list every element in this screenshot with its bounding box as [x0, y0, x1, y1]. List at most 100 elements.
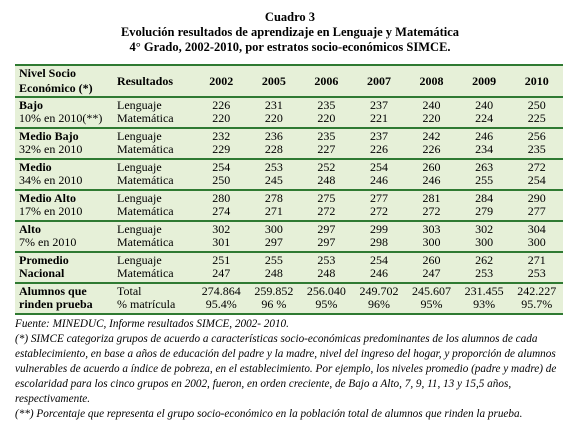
value-cell: 300	[422, 235, 441, 249]
value-cell: 220	[264, 111, 283, 125]
table-row: 32% en 2010 Matemática 229 228 227 226 226 234 2…	[15, 143, 563, 159]
value-cell: 95.4%	[205, 297, 237, 311]
table-row: Medio Bajo Lenguaje 232 236 235 237 242 246 256	[15, 128, 563, 143]
table-row: Nacional Matemática 247 248 248 246 247 253 253	[15, 267, 563, 283]
value-cell: 274	[212, 204, 231, 218]
group: Promedio Lenguaje 251 255 253 254 260 262 271 Nac…	[15, 252, 563, 283]
table-row: rinden prueba % matrícula 95.4% 96 % 95% 96% 9…	[15, 298, 563, 314]
value-cell: 226	[422, 142, 441, 156]
result-cell: Matemática	[117, 235, 174, 249]
value-cell: 95%	[420, 297, 443, 311]
group: Medio Bajo Lenguaje 232 236 235 237 242 246 256 3…	[15, 128, 563, 159]
group-label: 10% en 2010(**)	[19, 111, 103, 125]
value-cell: 226	[369, 142, 388, 156]
value-cell: 236	[264, 129, 283, 143]
group-label: Alto	[19, 222, 41, 236]
value-cell: 253	[527, 266, 546, 280]
header-year: 2009	[472, 73, 497, 88]
value-cell: 255	[264, 253, 283, 267]
header-year: 2002	[209, 73, 234, 88]
value-cell: 302	[475, 222, 494, 236]
result-cell: Lenguaje	[117, 98, 162, 112]
header-year: 2008	[419, 73, 444, 88]
value-cell: 277	[369, 191, 388, 205]
value-cell: 96 %	[261, 297, 287, 311]
group-label: Medio Bajo	[19, 129, 79, 143]
value-cell: 221	[369, 111, 388, 125]
footnote: Fuente: MINEDUC, Informe resultados SIMC…	[15, 318, 289, 330]
result-cell: % matrícula	[117, 297, 176, 311]
value-cell: 272	[317, 204, 336, 218]
value-cell: 246	[369, 266, 388, 280]
value-cell: 249.702	[359, 284, 399, 298]
value-cell: 237	[369, 129, 388, 143]
value-cell: 272	[369, 204, 388, 218]
value-cell: 260	[422, 160, 441, 174]
group-label: 32% en 2010	[19, 142, 83, 156]
footnote: (*) SIMCE categoriza grupos de acuerdo a…	[15, 333, 557, 405]
value-cell: 226	[212, 98, 231, 112]
value-cell: 247	[422, 266, 441, 280]
header-row: Económico (*)	[15, 81, 563, 97]
result-cell: Total	[117, 284, 142, 298]
value-cell: 240	[422, 98, 441, 112]
value-cell: 250	[527, 98, 546, 112]
value-cell: 254	[212, 160, 231, 174]
value-cell: 253	[264, 160, 283, 174]
result-cell: Matemática	[117, 111, 174, 125]
group-label: 17% en 2010	[19, 204, 83, 218]
value-cell: 242.227	[517, 284, 557, 298]
value-cell: 220	[422, 111, 441, 125]
group: Medio Alto Lenguaje 280 278 275 277 281 284 290 1…	[15, 190, 563, 221]
header-row: Nivel Socio Resultados 2002 2005 2006 2007 200…	[15, 65, 563, 88]
value-cell: 235	[527, 142, 546, 156]
group-label: Medio Alto	[19, 191, 76, 205]
value-cell: 262	[475, 253, 494, 267]
value-cell: 232	[212, 129, 231, 143]
value-cell: 231.455	[464, 284, 504, 298]
value-cell: 246	[475, 129, 494, 143]
result-cell: Lenguaje	[117, 253, 162, 267]
value-cell: 254	[369, 253, 388, 267]
value-cell: 272	[422, 204, 441, 218]
table-row: 10% en 2010(**) Matemática 220 220 220 221 220…	[15, 112, 563, 128]
value-cell: 274.864	[201, 284, 241, 298]
value-cell: 271	[527, 253, 546, 267]
result-cell: Matemática	[117, 204, 174, 218]
footnote: (**) Porcentaje que representa el grupo …	[15, 408, 523, 420]
header-label: Nivel Socio	[19, 66, 76, 80]
table-row: Alumnos que Total 274.864 259.852 256.040 249…	[15, 283, 563, 298]
value-cell: 250	[212, 173, 231, 187]
header-year: 2007	[366, 73, 391, 88]
value-cell: 302	[212, 222, 231, 236]
value-cell: 95.7%	[521, 297, 553, 311]
header-year: 2010	[524, 73, 549, 88]
value-cell: 247	[212, 266, 231, 280]
table-row: 7% en 2010 Matemática 301 297 297 298 300 300 30…	[15, 236, 563, 252]
value-cell: 231	[264, 98, 283, 112]
value-cell: 95%	[315, 297, 338, 311]
table-row: Bajo Lenguaje 226 231 235 237 240 240 250	[15, 97, 563, 112]
table-header: Nivel Socio Resultados 2002 2005 2006 2007 200…	[15, 65, 563, 97]
group-label: Alumnos que	[19, 284, 87, 298]
value-cell: 281	[422, 191, 441, 205]
value-cell: 248	[317, 173, 336, 187]
value-cell: 248	[264, 266, 283, 280]
value-cell: 220	[212, 111, 231, 125]
value-cell: 246	[369, 173, 388, 187]
value-cell: 246	[422, 173, 441, 187]
header-cell: Resultados	[117, 73, 174, 88]
header-label: Económico (*)	[19, 81, 93, 95]
value-cell: 284	[475, 191, 494, 205]
value-cell: 96%	[367, 297, 390, 311]
value-cell: 93%	[473, 297, 496, 311]
value-cell: 228	[264, 142, 283, 156]
value-cell: 253	[317, 253, 336, 267]
header-year: 2006	[314, 73, 339, 88]
value-cell: 263	[475, 160, 494, 174]
value-cell: 260	[422, 253, 441, 267]
value-cell: 278	[264, 191, 283, 205]
value-cell: 254	[369, 160, 388, 174]
value-cell: 303	[422, 222, 441, 236]
